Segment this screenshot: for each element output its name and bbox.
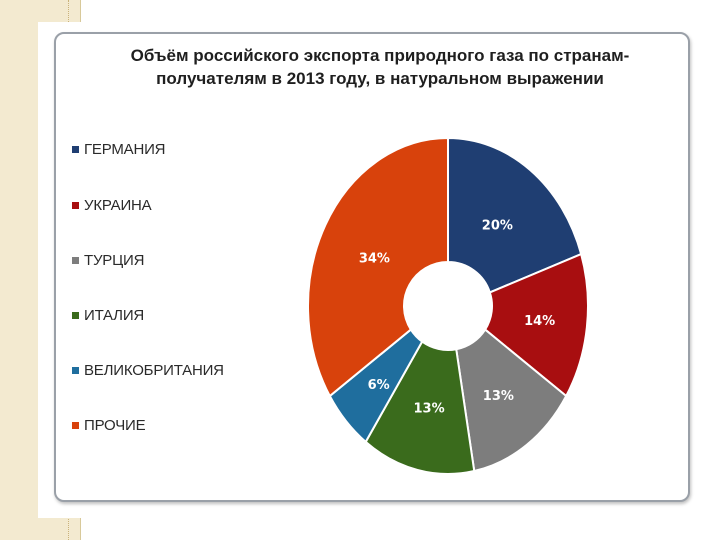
legend-item-other: ПРОЧИЕ xyxy=(72,414,146,436)
pie-label-turkey: 13% xyxy=(483,389,514,404)
legend-item-italy: ИТАЛИЯ xyxy=(72,304,144,326)
chart-title-line-2: получателям в 2013 году, в натуральном в… xyxy=(156,69,604,88)
legend-swatch xyxy=(72,421,79,429)
pie-slices xyxy=(307,136,589,475)
pie-label-uk: 6% xyxy=(368,378,390,393)
legend-item-germany: ГЕРМАНИЯ xyxy=(72,138,166,160)
legend-swatch xyxy=(72,366,79,374)
legend-item-ukraine: УКРАИНА xyxy=(72,194,152,216)
legend-label: УКРАИНА xyxy=(84,196,152,214)
legend-item-uk: ВЕЛИКОБРИТАНИЯ xyxy=(72,359,224,381)
legend-label: ТУРЦИЯ xyxy=(84,251,145,269)
legend-label: ПРОЧИЕ xyxy=(84,416,146,434)
pie-label-other: 34% xyxy=(359,251,390,266)
pie-label-italy: 13% xyxy=(414,402,445,417)
legend-swatch xyxy=(72,311,79,319)
legend-label: ГЕРМАНИЯ xyxy=(84,140,166,158)
legend-item-turkey: ТУРЦИЯ xyxy=(72,249,144,271)
pie-labels: 20% 14% 13% 13% 6% 34% xyxy=(359,218,555,416)
legend-label: ВЕЛИКОБРИТАНИЯ xyxy=(84,361,224,379)
chart-title-line-1: Объём российского экспорта природного га… xyxy=(130,46,630,65)
legend-label: ИТАЛИЯ xyxy=(84,306,145,324)
pie-label-ukraine: 14% xyxy=(524,314,555,329)
chart-title: Объём российского экспорта природного га… xyxy=(120,44,640,90)
pie-label-germany: 20% xyxy=(482,218,513,233)
legend-swatch xyxy=(72,145,79,153)
donut-hole xyxy=(404,262,492,350)
legend-swatch xyxy=(72,201,79,209)
legend-swatch xyxy=(72,256,79,264)
